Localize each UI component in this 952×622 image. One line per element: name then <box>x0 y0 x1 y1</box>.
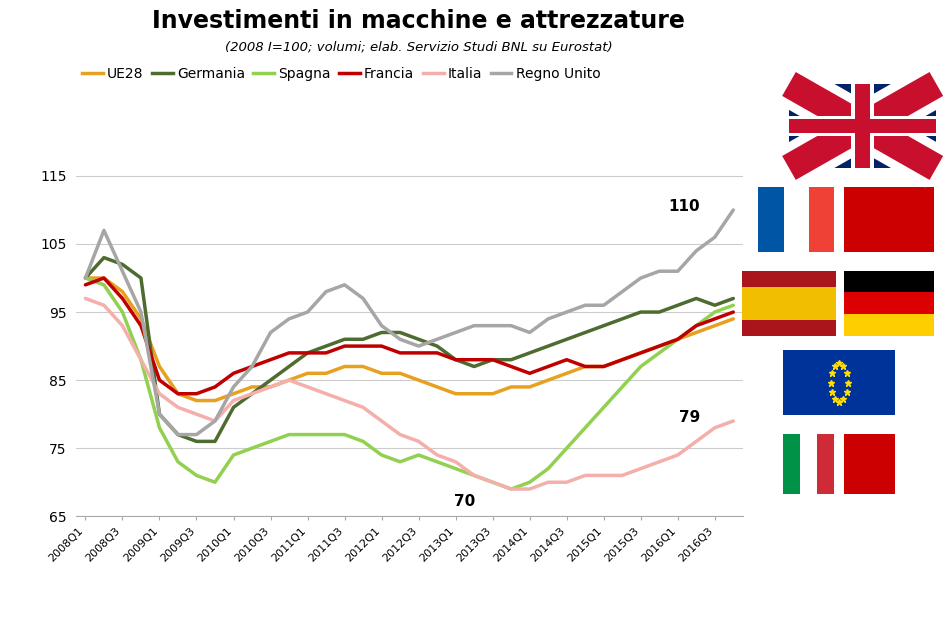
Text: 70: 70 <box>454 494 475 509</box>
Bar <box>844 187 934 252</box>
Bar <box>783 187 809 252</box>
Bar <box>855 84 870 168</box>
Bar <box>851 84 875 168</box>
Bar <box>844 292 934 314</box>
Bar <box>789 116 937 136</box>
Bar <box>844 314 934 336</box>
Bar <box>817 434 834 494</box>
Legend: UE28, Germania, Spagna, Francia, Italia, Regno Unito: UE28, Germania, Spagna, Francia, Italia,… <box>76 62 605 86</box>
Bar <box>783 434 800 494</box>
Text: Investimenti in macchine e attrezzature: Investimenti in macchine e attrezzature <box>152 9 685 34</box>
Bar <box>800 434 817 494</box>
Bar <box>758 187 783 252</box>
Bar <box>789 84 937 168</box>
Text: 79: 79 <box>679 410 700 425</box>
Bar <box>844 434 896 494</box>
Bar <box>809 187 834 252</box>
Bar <box>742 287 836 320</box>
Bar <box>789 119 937 132</box>
Bar <box>844 271 934 292</box>
Bar <box>742 271 836 336</box>
Bar <box>783 350 896 415</box>
Text: (2008 I=100; volumi; elab. Servizio Studi BNL su Eurostat): (2008 I=100; volumi; elab. Servizio Stud… <box>225 40 613 53</box>
Text: 110: 110 <box>668 199 700 214</box>
